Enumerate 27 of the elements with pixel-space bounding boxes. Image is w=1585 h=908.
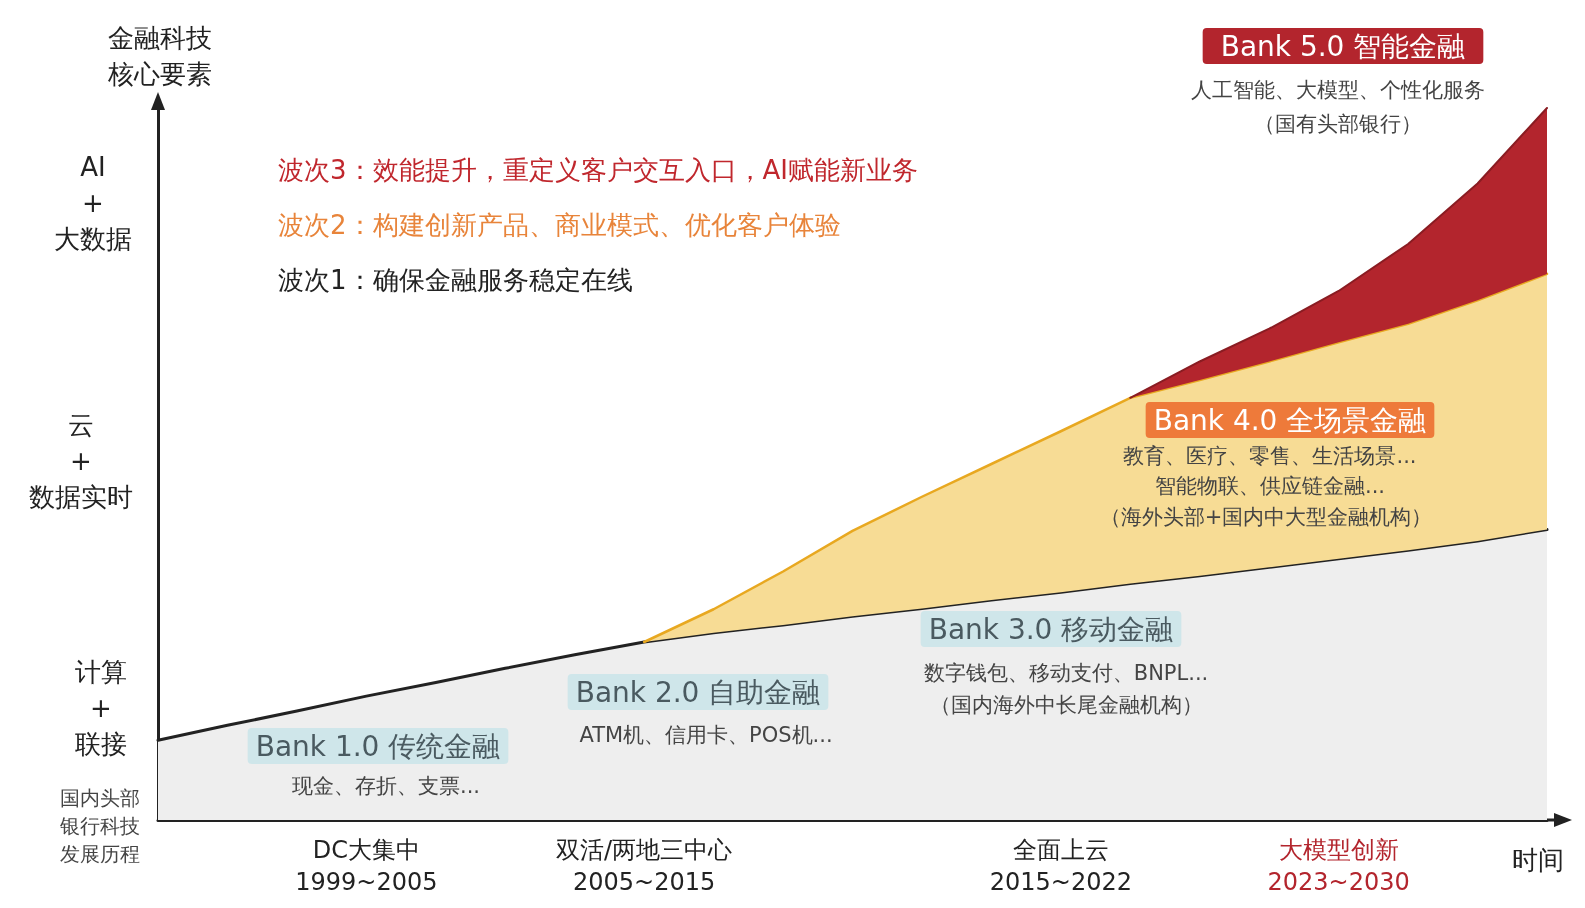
x-tick-label: DC大集中 1999~2005	[295, 836, 438, 896]
y-axis-title: 金融科技核心要素	[107, 23, 212, 89]
annotation: Bank 1.0 传统金融	[255, 729, 501, 763]
annotation: 智能物联、供应链金融...	[1154, 474, 1386, 498]
text: Bank 5.0 智能金融	[1220, 29, 1466, 63]
annotation: （国有头部银行）	[1254, 112, 1422, 136]
text: 云 + 数据实时	[29, 410, 133, 512]
x-tick-label: 全面上云 2015~2022	[989, 836, 1132, 896]
text: 计算 + 联接	[75, 657, 127, 759]
annotation: Bank 2.0 自助金融	[575, 675, 821, 709]
x-tick-label: 大模型创新 2023~2030	[1267, 836, 1410, 896]
annotation: 教育、医疗、零售、生活场景...	[1123, 444, 1417, 468]
annotation: （海外头部+国内中大型金融机构）	[1099, 505, 1433, 529]
annotation: 波次1：确保金融服务稳定在线	[278, 265, 633, 295]
text: AI + 大数据	[54, 152, 132, 254]
annotation: ATM机、信用卡、POS机...	[579, 723, 833, 747]
annotation: 波次3：效能提升，重定义客户交互入口，AI赋能新业务	[278, 155, 918, 185]
annotation: 数字钱包、移动支付、BNPL...	[923, 661, 1209, 685]
annotation: 波次2：构建创新产品、商业模式、优化客户体验	[278, 210, 841, 240]
annotation: 现金、存折、支票...	[291, 774, 481, 798]
x-tick-label: 双活/两地三中心 2005~2015	[556, 836, 733, 896]
x-axis-title: 时间	[1512, 845, 1564, 875]
annotation: Bank 4.0 全场景金融	[1153, 403, 1427, 437]
annotation: （国内海外中长尾金融机构）	[929, 693, 1203, 717]
text: 国内头部银行科技发展历程	[59, 786, 140, 866]
text: 人工智能、大模型、个性化服务	[1191, 78, 1485, 102]
annotation: Bank 3.0 移动金融	[928, 612, 1174, 646]
